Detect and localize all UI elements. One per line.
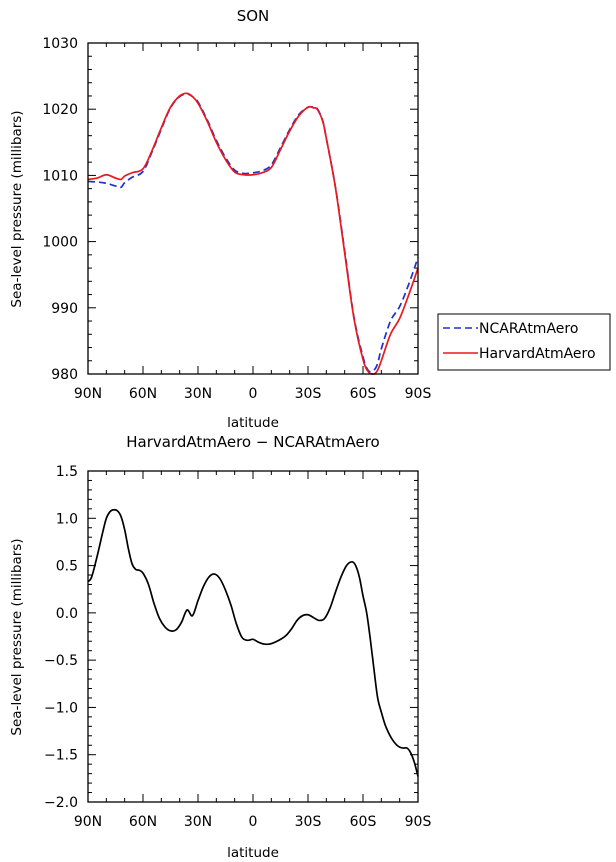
top-chart-y-tick-label: 980 [51, 367, 78, 383]
bottom-chart-y-tick-label: 0.0 [56, 606, 78, 622]
top-chart-panel: SON latitude Sea-level pressure (milliba… [9, 7, 431, 431]
bottom-chart-x-tick-label: 90S [405, 814, 432, 830]
chart-legend: NCARAtmAero HarvardAtmAero [437, 313, 611, 371]
top-chart-x-tick-label: 60N [129, 386, 157, 402]
top-chart-x-tick-label: 30S [295, 386, 322, 402]
bottom-chart-y-tick-label: −1.5 [44, 748, 78, 764]
bottom-chart-x-tick-label: 60S [350, 814, 377, 830]
bottom-chart-x-tick-label: 30N [184, 814, 212, 830]
bottom-chart-y-tick-label: −2.0 [44, 795, 78, 811]
bottom-chart-x-tick-label: 90N [74, 814, 102, 830]
bottom-chart-x-tick-label: 30S [295, 814, 322, 830]
bottom-chart-plot-frame [87, 470, 419, 803]
top-chart-x-tick-label: 90N [74, 386, 102, 402]
bottom-chart-title: HarvardAtmAero − NCARAtmAero [126, 433, 379, 451]
top-chart-x-tick-label: 0 [249, 386, 258, 402]
top-chart-y-axis-label: Sea-level pressure (millibars) [9, 110, 25, 307]
top-chart-y-tick-label: 1010 [42, 168, 78, 184]
bottom-chart-y-tick-label: 1.0 [56, 511, 78, 527]
top-chart-series-line-harvardatmaero [87, 92, 419, 376]
top-chart-x-tick-label: 30N [184, 386, 212, 402]
top-chart-series-line-ncaratmaero [87, 93, 419, 373]
top-chart-plot-frame [87, 42, 419, 375]
top-chart-title: SON [237, 7, 270, 25]
bottom-chart-y-tick-label: −0.5 [44, 653, 78, 669]
bottom-chart-y-tick-label: −1.0 [44, 700, 78, 716]
bottom-chart-y-tick-label: 0.5 [56, 559, 78, 575]
bottom-chart-x-axis-label: latitude [227, 845, 279, 861]
top-chart-y-tick-label: 1000 [42, 235, 78, 251]
top-chart-x-tick-label: 90S [405, 386, 432, 402]
bottom-chart-x-tick-label: 0 [249, 814, 258, 830]
legend-box [437, 313, 611, 371]
bottom-chart-panel: HarvardAtmAero − NCARAtmAero latitude Se… [9, 433, 431, 861]
top-chart-y-tick-label: 1020 [42, 102, 78, 118]
bottom-chart-y-axis-label: Sea-level pressure (millibars) [9, 538, 25, 735]
legend-label-harvardatmaero: HarvardAtmAero [479, 346, 596, 362]
top-chart-series-group [87, 92, 419, 376]
top-chart-x-tick-label: 60S [350, 386, 377, 402]
top-chart-y-tick-label: 990 [51, 301, 78, 317]
bottom-chart-x-tick-label: 60N [129, 814, 157, 830]
top-chart-x-axis-label: latitude [227, 415, 279, 431]
top-chart-y-tick-label: 1030 [42, 36, 78, 52]
legend-label-ncaratmaero: NCARAtmAero [479, 321, 578, 337]
bottom-chart-series-group [87, 508, 419, 777]
bottom-chart-series-line-difference [87, 508, 419, 777]
bottom-chart-y-tick-label: 1.5 [56, 464, 78, 480]
